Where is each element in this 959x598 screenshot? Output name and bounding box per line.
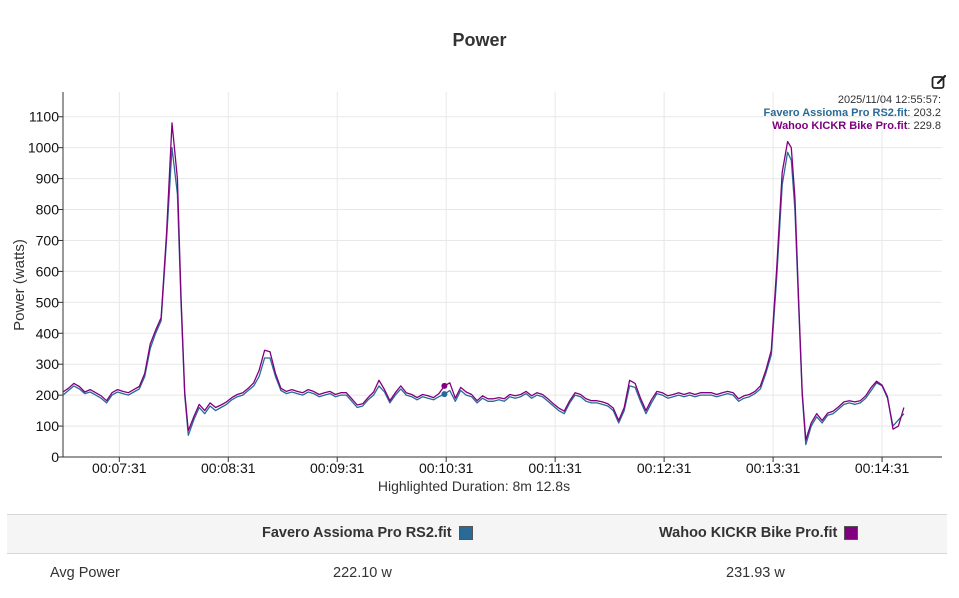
row-label: Avg Power xyxy=(50,565,120,581)
chart-title: Power xyxy=(452,30,507,50)
legend-entry: Favero Assioma Pro RS2.fit: 203.2 xyxy=(764,107,942,119)
series-line-wahoo xyxy=(62,122,905,441)
y-tick-label: 400 xyxy=(36,325,60,341)
y-tick-label: 300 xyxy=(36,356,60,372)
legend-timestamp: 2025/11/04 12:55:57: xyxy=(838,94,941,106)
x-tick-label: 00:09:31 xyxy=(310,460,365,476)
stats-header-row: Favero Assioma Pro RS2.fit Wahoo KICKR B… xyxy=(7,514,947,554)
stats-row-avg-power: Avg Power 222.10 w 231.93 w xyxy=(7,554,947,592)
column-header-label: Wahoo KICKR Bike Pro.fit xyxy=(659,525,838,541)
x-tick-label: 00:08:31 xyxy=(201,460,256,476)
series-lines xyxy=(62,122,905,446)
y-tick-label: 0 xyxy=(51,449,59,465)
wahoo-color-swatch xyxy=(844,526,859,540)
x-tick-label: 00:10:31 xyxy=(419,460,474,476)
avg-power-favero: 222.10 w xyxy=(333,565,392,581)
axes xyxy=(58,92,942,462)
hover-point xyxy=(441,391,448,398)
y-tick-label: 700 xyxy=(36,232,60,248)
y-tick-label: 500 xyxy=(36,294,60,310)
stats-table: Favero Assioma Pro RS2.fit Wahoo KICKR B… xyxy=(7,514,947,592)
x-tick-label: 00:11:31 xyxy=(528,460,582,476)
edit-icon[interactable] xyxy=(931,74,947,90)
y-tick-label: 900 xyxy=(36,171,60,187)
x-tick-label: 00:14:31 xyxy=(855,460,910,476)
hover-legend: 2025/11/04 12:55:57:Favero Assioma Pro R… xyxy=(764,94,942,132)
highlighted-duration: Highlighted Duration: 8m 12.8s xyxy=(378,478,570,494)
hover-markers xyxy=(441,382,448,398)
legend-entry: Wahoo KICKR Bike Pro.fit: 229.8 xyxy=(772,120,941,132)
tick-labels: 0 100 200 300 400 500 600 700 800 900 1000 1100 00:0… xyxy=(28,109,910,476)
hover-point xyxy=(441,382,448,389)
legend-series-value: : 229.8 xyxy=(907,120,941,132)
column-header-favero: Favero Assioma Pro RS2.fit xyxy=(262,525,473,541)
avg-power-wahoo: 231.93 w xyxy=(726,565,785,581)
column-header-wahoo: Wahoo KICKR Bike Pro.fit xyxy=(659,525,859,541)
y-tick-label: 100 xyxy=(36,418,60,434)
favero-color-swatch xyxy=(458,526,473,540)
series-line-favero xyxy=(62,147,905,446)
power-chart[interactable]: 0 100 200 300 400 500 600 700 800 900 1000 1100 00:0… xyxy=(0,0,959,510)
y-tick-label: 1100 xyxy=(29,109,59,125)
x-tick-label: 00:12:31 xyxy=(637,460,692,476)
legend-series-value: : 203.2 xyxy=(907,107,941,119)
x-tick-label: 00:07:31 xyxy=(92,460,147,476)
legend-series-name: Favero Assioma Pro RS2.fit xyxy=(764,107,908,119)
y-tick-label: 200 xyxy=(36,387,60,403)
column-header-label: Favero Assioma Pro RS2.fit xyxy=(262,525,452,541)
x-tick-label: 00:13:31 xyxy=(746,460,801,476)
y-axis-title: Power (watts) xyxy=(11,239,28,331)
y-tick-label: 1000 xyxy=(28,140,59,156)
y-tick-label: 800 xyxy=(36,202,60,218)
grid-lines xyxy=(63,92,942,457)
legend-series-name: Wahoo KICKR Bike Pro.fit xyxy=(772,120,908,132)
y-tick-label: 600 xyxy=(36,263,60,279)
